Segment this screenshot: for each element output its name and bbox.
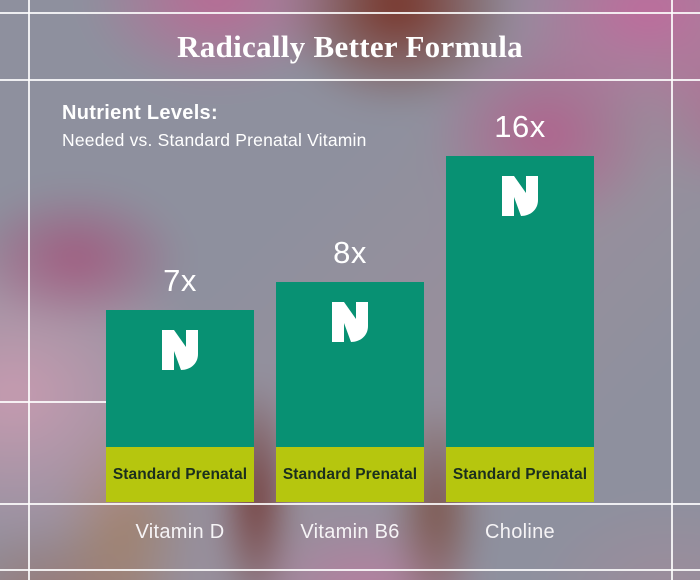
bar-standard-segment: Standard Prenatal: [106, 447, 254, 502]
bar-standard-segment: Standard Prenatal: [446, 447, 594, 502]
bar-group-vitamin-d: 7x Standard Prenatal: [106, 263, 254, 502]
needed-n-logo-icon: [162, 310, 198, 370]
needed-n-logo-icon: [332, 282, 368, 342]
grid-vline-right: [671, 0, 673, 580]
category-label-vitamin-b6: Vitamin B6: [300, 521, 400, 543]
category-axis: Vitamin D Vitamin B6 Choline: [106, 521, 594, 544]
standard-prenatal-label: Standard Prenatal: [452, 465, 588, 483]
page-title: Radically Better Formula: [177, 29, 523, 64]
bar-needed-segment: [446, 156, 594, 447]
grid-hline-bottom: [0, 569, 700, 571]
subtitle-heading: Nutrient Levels:: [62, 102, 218, 124]
standard-prenatal-label: Standard Prenatal: [282, 465, 418, 483]
grid-hline-baseline: [0, 503, 700, 505]
standard-prenatal-label: Standard Prenatal: [112, 465, 248, 483]
bar-standard-segment: Standard Prenatal: [276, 447, 424, 502]
grid-vline-left: [28, 0, 30, 580]
needed-n-logo-icon: [502, 156, 538, 216]
chart-subtitle: Nutrient Levels: Needed vs. Standard Pre…: [62, 102, 367, 151]
category-label-choline: Choline: [485, 521, 555, 543]
bar-group-vitamin-b6: 8x Standard Prenatal: [276, 235, 424, 502]
bar-body: Standard Prenatal: [276, 282, 424, 502]
grid-hline-top: [0, 12, 700, 14]
bar-group-choline: 16x Standard Prenatal: [446, 109, 594, 502]
grid-hline-subtop: [0, 79, 700, 81]
grid-hline-left-segment: [0, 401, 106, 403]
bar-body: Standard Prenatal: [106, 310, 254, 502]
multiplier-label: 16x: [494, 109, 546, 144]
subtitle-caption: Needed vs. Standard Prenatal Vitamin: [62, 130, 367, 150]
bar-chart: 7x Standard Prenatal 8x: [106, 109, 594, 502]
multiplier-label: 8x: [333, 235, 367, 270]
multiplier-label: 7x: [163, 263, 197, 298]
bar-body: Standard Prenatal: [446, 156, 594, 502]
category-label-vitamin-d: Vitamin D: [135, 521, 225, 543]
bar-needed-segment: [276, 282, 424, 447]
bar-needed-segment: [106, 310, 254, 447]
